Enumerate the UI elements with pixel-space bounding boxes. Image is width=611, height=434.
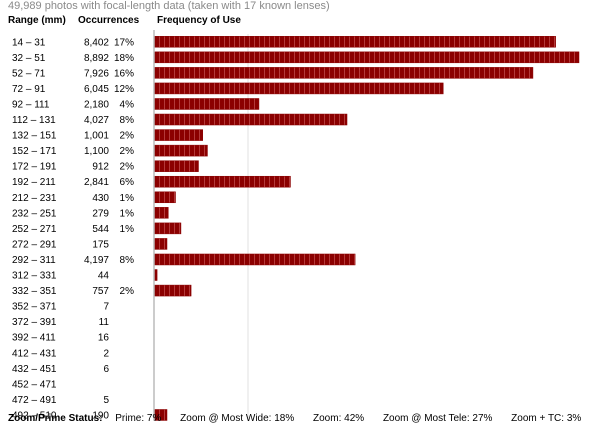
range-label: 152 – 171 (12, 146, 57, 157)
occurrence-value: 175 (92, 239, 109, 250)
range-label: 14 – 31 (12, 37, 46, 48)
range-label: 92 – 111 (12, 99, 50, 110)
range-label: 352 – 371 (12, 302, 57, 313)
occurrence-value: 544 (92, 224, 109, 235)
occurrence-value: 8,892 (84, 53, 109, 64)
range-label: 272 – 291 (12, 239, 57, 250)
range-label: 212 – 231 (12, 193, 57, 204)
range-label: 132 – 151 (12, 131, 57, 142)
bar (154, 51, 580, 64)
range-label: 452 – 471 (12, 379, 57, 390)
percent-label: 2% (120, 131, 135, 142)
occurrence-value: 1,100 (84, 146, 109, 157)
percent-label: 4% (120, 99, 135, 110)
range-column-header: Range (mm) (8, 15, 66, 26)
range-label: 472 – 491 (12, 395, 57, 406)
occurrence-value: 16 (98, 333, 110, 344)
percent-label: 12% (114, 84, 134, 95)
occurrences-column-header: Occurrences (78, 15, 140, 26)
photo-summary: 49,989 photos with focal-length data (ta… (8, 0, 330, 12)
occurrence-value: 2,841 (84, 177, 109, 188)
range-label: 392 – 411 (12, 333, 56, 344)
occurrence-value: 912 (92, 162, 109, 173)
occurrence-value: 6 (103, 364, 109, 375)
bar (154, 238, 168, 250)
range-label: 372 – 391 (12, 317, 57, 328)
occurrence-value: 8,402 (84, 37, 109, 48)
bar (154, 222, 182, 235)
percent-label: 17% (114, 37, 134, 48)
occurrence-value: 1,001 (84, 131, 109, 142)
occurrence-value: 7 (103, 302, 109, 313)
occurrence-value: 757 (92, 286, 109, 297)
status-prime: Prime: 7% (115, 413, 162, 424)
status-zoom: Zoom: 42% (313, 413, 365, 424)
status-zoom-most-tele: Zoom @ Most Tele: 27% (382, 413, 493, 424)
range-label: 52 – 71 (12, 68, 46, 79)
bar (154, 409, 168, 421)
range-label: 332 – 351 (12, 286, 57, 297)
bar (154, 129, 203, 141)
bar (154, 207, 169, 219)
occurrence-value: 11 (99, 317, 110, 328)
occurrence-value: 2 (103, 348, 109, 359)
bar (154, 67, 534, 79)
percent-label: 1% (120, 224, 135, 235)
bar (154, 82, 444, 95)
bar (154, 284, 192, 297)
occurrence-value: 279 (92, 208, 109, 219)
percent-label: 18% (114, 53, 134, 64)
bar (154, 98, 260, 110)
bar (154, 144, 208, 157)
zoom-prime-status-label: Zoom/Prime Status: (8, 413, 103, 424)
occurrence-value: 7,926 (84, 68, 109, 79)
occurrence-value: 5 (103, 395, 109, 406)
occurrence-value: 4,197 (84, 255, 109, 266)
percent-label: 8% (120, 115, 135, 126)
status-zoom-most-wide: Zoom @ Most Wide: 18% (180, 413, 295, 424)
range-label: 72 – 91 (12, 84, 46, 95)
range-label: 112 – 131 (12, 115, 56, 126)
occurrence-value: 190 (92, 410, 109, 421)
range-label: 172 – 191 (12, 162, 57, 173)
range-label: 252 – 271 (12, 224, 57, 235)
occurrence-value: 44 (98, 271, 110, 282)
occurrence-value: 4,027 (84, 115, 109, 126)
percent-label: 8% (120, 255, 135, 266)
occurrence-value: 430 (92, 193, 109, 204)
range-label: 432 – 451 (12, 364, 57, 375)
occurrence-value: 2,180 (84, 99, 109, 110)
percent-label: 2% (120, 286, 135, 297)
range-label: 192 – 211 (12, 177, 56, 188)
bar (154, 160, 199, 172)
range-label: 492 – 510 (12, 410, 57, 421)
status-zoom-tc: Zoom + TC: 3% (511, 413, 582, 424)
percent-label: 6% (120, 177, 135, 188)
percent-label: 1% (120, 208, 135, 219)
percent-label: 1% (120, 193, 135, 204)
range-label: 412 – 431 (12, 348, 57, 359)
bar (154, 175, 291, 188)
percent-label: 2% (120, 162, 135, 173)
occurrence-value: 6,045 (84, 84, 109, 95)
percent-label: 16% (114, 68, 134, 79)
percent-label: 2% (120, 146, 135, 157)
bar (154, 113, 348, 126)
zoom-prime-status: Zoom/Prime Status: Prime: 7% Zoom @ Most… (8, 413, 597, 424)
bar (154, 36, 556, 48)
range-label: 312 – 331 (12, 271, 57, 282)
range-label: 232 – 251 (12, 208, 57, 219)
frequency-column-header: Frequency of Use (157, 15, 241, 26)
bar (154, 191, 176, 204)
range-label: 292 – 311 (12, 255, 56, 266)
range-label: 32 – 51 (12, 53, 46, 64)
bar (154, 269, 158, 281)
bar (154, 253, 356, 266)
